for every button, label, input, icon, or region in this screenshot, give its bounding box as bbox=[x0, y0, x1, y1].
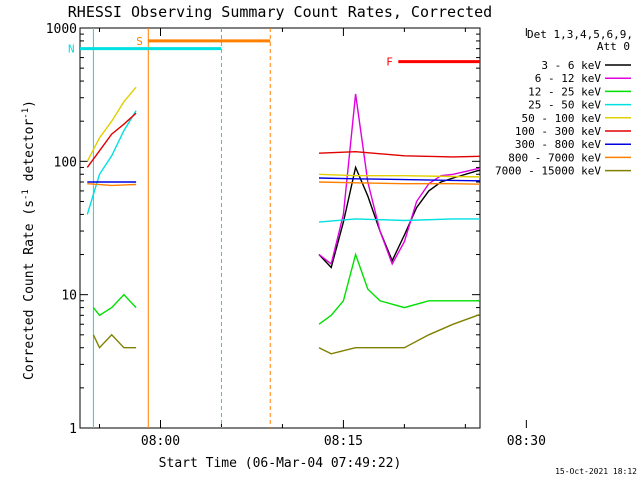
series-25-50-kev-line bbox=[318, 218, 480, 223]
y-tick-label: 10 bbox=[61, 289, 77, 304]
series-12-25-kev-line bbox=[92, 293, 137, 317]
legend-label: 50 - 100 keV bbox=[522, 112, 602, 125]
series-25-50-kev-line bbox=[86, 110, 137, 215]
series-800-7000-kev-line bbox=[87, 183, 137, 187]
series-100-300-kev-line bbox=[318, 150, 480, 158]
svg-text:Corrected Count Rate (s-1 dete: Corrected Count Rate (s-1 detector-1) bbox=[21, 100, 37, 380]
y-axis-label-end: ) bbox=[22, 100, 37, 108]
series-6-12-kev-line bbox=[318, 93, 480, 266]
legend-label: 100 - 300 keV bbox=[515, 125, 601, 138]
y-axis-label-mid: detector bbox=[22, 119, 37, 190]
x-tick-label: 08:30 bbox=[507, 434, 546, 449]
legend-header-2: Att 0 bbox=[597, 40, 630, 53]
y-axis-label-sup1: -1 bbox=[21, 189, 31, 200]
data-layer bbox=[80, 28, 480, 428]
chart-title: RHESSI Observing Summary Count Rates, Co… bbox=[68, 3, 492, 21]
y-axis-label-sup2: -1 bbox=[21, 108, 31, 119]
series-300-800-kev-line bbox=[318, 177, 480, 182]
plot-area: 110100100008:0008:1508:3008:4509:0009:15… bbox=[46, 22, 631, 449]
legend-label: 6 - 12 keV bbox=[535, 72, 602, 85]
legend-header-1: Det 1,3,4,5,6,9, bbox=[527, 28, 633, 41]
y-tick-label: 1 bbox=[69, 422, 77, 437]
x-axis-label: Start Time (06-Mar-04 07:49:22) bbox=[159, 456, 402, 471]
series-800-7000-kev-line bbox=[318, 181, 480, 185]
legend-label: 25 - 50 keV bbox=[528, 99, 601, 112]
series-3-6-kev-line bbox=[318, 165, 480, 269]
date-stamp: 15-Oct-2021 18:12 bbox=[555, 467, 637, 476]
x-tick-label: 08:00 bbox=[141, 434, 180, 449]
series-12-25-kev-line bbox=[318, 252, 480, 325]
legend-label: 7000 - 15000 keV bbox=[495, 165, 601, 178]
series-7000-15000-kev-line bbox=[92, 333, 137, 349]
series-50-100-kev-line bbox=[318, 173, 480, 178]
legend-label: 3 - 6 keV bbox=[541, 59, 601, 72]
y-tick-label: 100 bbox=[54, 155, 77, 170]
y-axis-label: Corrected Count Rate (s-1 detector-1) bbox=[21, 100, 37, 380]
plot-frame bbox=[79, 27, 481, 429]
series-50-100-kev-line bbox=[86, 86, 137, 162]
y-axis-label-main: Corrected Count Rate (s bbox=[22, 200, 37, 380]
y-tick-label: 1000 bbox=[46, 22, 77, 37]
legend-label: 300 - 800 keV bbox=[515, 138, 601, 151]
legend-label: 12 - 25 keV bbox=[528, 85, 601, 98]
series-100-300-kev-line bbox=[86, 112, 137, 168]
series-7000-15000-kev-line bbox=[318, 313, 480, 355]
flag-label: N bbox=[68, 43, 75, 56]
legend-label: 800 - 7000 keV bbox=[508, 151, 601, 164]
flag-label: S bbox=[136, 35, 143, 48]
flag-label: F bbox=[386, 56, 393, 69]
x-tick-label: 08:15 bbox=[324, 434, 363, 449]
